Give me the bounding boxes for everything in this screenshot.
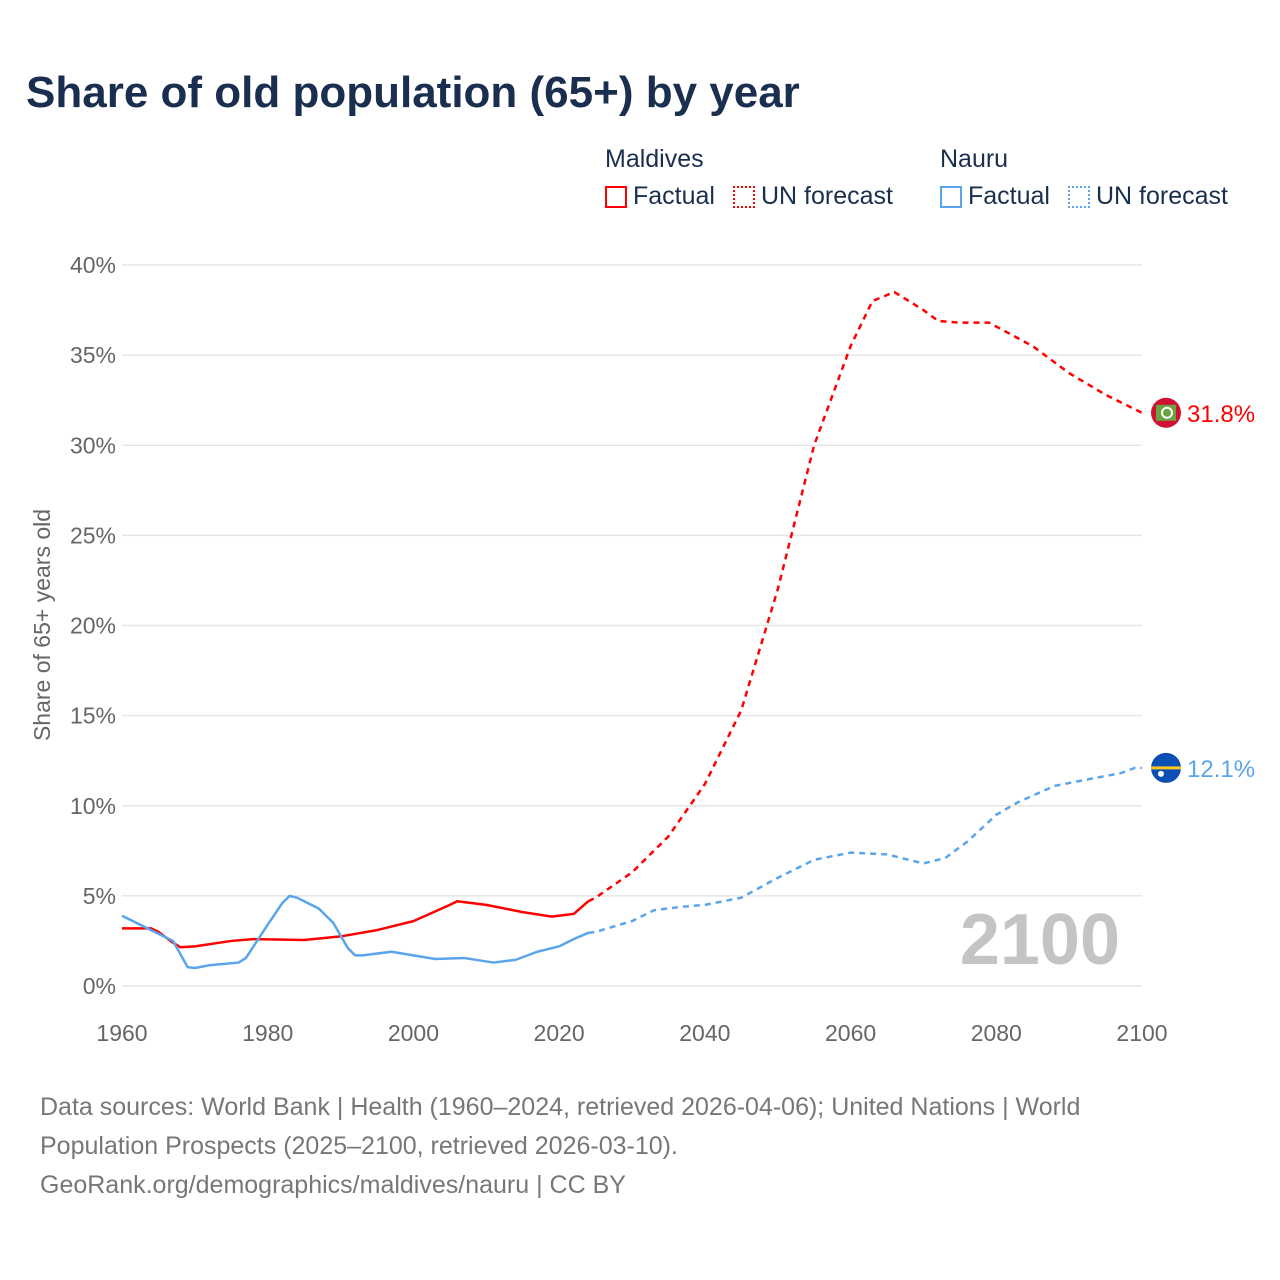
y-axis-label: Share of 65+ years old — [29, 509, 55, 741]
end-value-label: 31.8% — [1187, 401, 1255, 428]
legend-nauru: Nauru Factual UN forecast — [940, 145, 1228, 211]
legend-group-name: Maldives — [605, 145, 704, 173]
star-icon — [1158, 770, 1164, 777]
legend-nauru-forecast[interactable]: UN forecast — [1067, 182, 1228, 211]
x-tick-label: 1980 — [242, 1020, 293, 1046]
source-line: Population Prospects (2025–2100, retriev… — [40, 1132, 678, 1160]
end-value-label: 12.1% — [1187, 756, 1255, 783]
y-tick-label: 15% — [70, 703, 116, 729]
footer: Data sources: World Bank | Health (1960–… — [40, 1088, 1080, 1205]
year-watermark: 2100 — [960, 900, 1120, 980]
x-tick-label: 2060 — [825, 1020, 876, 1046]
flag-stripe — [1151, 766, 1181, 770]
series-line-nauru-un-forecast — [588, 766, 1142, 935]
x-tick-label: 2040 — [679, 1020, 730, 1046]
x-tick-label: 2100 — [1116, 1020, 1167, 1046]
legend-maldives-forecast[interactable]: UN forecast — [732, 182, 893, 211]
y-tick-label: 40% — [70, 252, 116, 278]
legend-maldives: Maldives Factual UN forecast — [605, 145, 893, 211]
y-tick-label: 5% — [83, 883, 116, 909]
y-tick-label: 25% — [70, 522, 116, 548]
chart-title: Share of old population (65+) by year — [26, 68, 800, 117]
source-link[interactable]: GeoRank.org/demographics/maldives/nauru … — [40, 1171, 626, 1199]
legend-maldives-factual[interactable]: Factual — [605, 182, 715, 211]
x-tick-label: 1960 — [96, 1020, 147, 1046]
y-tick-label: 30% — [70, 432, 116, 458]
series-line-nauru-factual — [121, 894, 589, 970]
series-line-maldives-un-forecast — [587, 290, 1143, 903]
y-tick-label: 20% — [70, 613, 116, 639]
legend-nauru-factual[interactable]: Factual — [940, 182, 1050, 211]
source-line: Data sources: World Bank | Health (1960–… — [40, 1093, 1081, 1121]
x-tick-label: 2080 — [971, 1020, 1022, 1046]
legend-group-name: Nauru — [940, 145, 1009, 173]
series-line-maldives-factual — [122, 900, 590, 949]
y-tick-label: 10% — [70, 793, 116, 819]
x-tick-label: 2020 — [534, 1020, 585, 1046]
y-tick-label: 35% — [70, 342, 116, 368]
line-chart: 0% 5% 10% 15% 20% 25% 30% 35% 40% 1960 1980 2000 202… — [29, 252, 1255, 1046]
crescent-icon — [1161, 406, 1173, 419]
y-tick-label: 0% — [83, 973, 116, 999]
x-tick-label: 2000 — [388, 1020, 439, 1046]
